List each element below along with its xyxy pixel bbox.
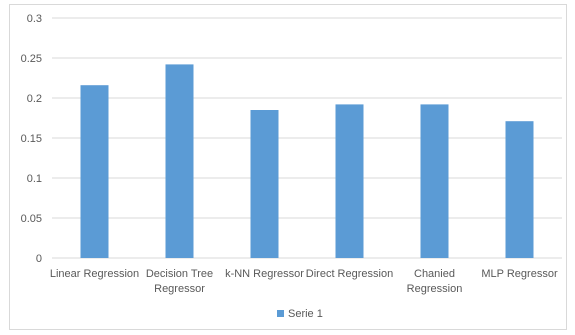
y-tick-label: 0.2 — [27, 93, 42, 105]
y-tick-label: 0.1 — [27, 173, 42, 185]
legend: Serie 1 — [277, 308, 323, 320]
x-tick-label: k-NN Regressor — [225, 268, 304, 280]
x-tick-label-line: Decision Tree — [146, 268, 213, 280]
x-tick-label-line: Chanied — [414, 268, 455, 280]
x-tick-label-line: MLP Regressor — [481, 268, 558, 280]
bar — [420, 104, 449, 259]
gridlines — [52, 17, 562, 259]
y-tick-label: 0.15 — [21, 133, 42, 145]
bar — [250, 110, 279, 258]
bar — [335, 104, 364, 259]
y-tick-label: 0.05 — [21, 213, 42, 225]
legend-swatch — [277, 310, 284, 317]
y-tick-label: 0 — [36, 253, 42, 265]
x-tick-label: Chanied Regression — [407, 268, 463, 295]
bar — [80, 85, 109, 258]
x-tick-label-line: Regression — [407, 283, 463, 295]
x-tick-label-line: Linear Regression — [50, 268, 139, 280]
y-axis-ticks: 0 0.05 0.1 0.15 0.2 0.25 0.3 — [21, 13, 42, 265]
bars — [80, 64, 534, 259]
x-tick-label-line: Direct Regression — [306, 268, 393, 280]
y-tick-label: 0.25 — [21, 53, 42, 65]
y-tick-label: 0.3 — [27, 13, 42, 25]
x-tick-label-line: Regressor — [154, 283, 205, 295]
x-tick-label-line: k-NN Regressor — [225, 268, 304, 280]
x-tick-label: Direct Regression — [306, 268, 393, 280]
x-tick-label: Linear Regression — [50, 268, 139, 280]
bar — [505, 121, 534, 258]
x-tick-label: Decision Tree Regressor — [146, 268, 213, 295]
x-axis-labels: Linear Regression Decision Tree Regressor k… — [50, 268, 558, 295]
bar — [165, 64, 194, 259]
legend-label: Serie 1 — [288, 308, 323, 320]
x-tick-label: MLP Regressor — [481, 268, 558, 280]
